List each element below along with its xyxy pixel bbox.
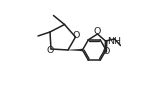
Text: O: O [94,28,101,36]
Text: O: O [103,48,110,56]
Text: O: O [73,32,80,40]
Polygon shape [68,49,83,51]
Text: NH: NH [108,37,122,46]
Text: O: O [46,46,54,55]
